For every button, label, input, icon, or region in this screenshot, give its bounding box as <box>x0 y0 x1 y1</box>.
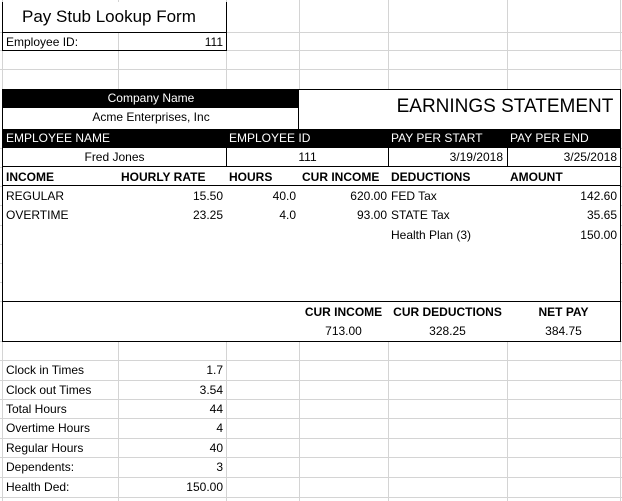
income-row-cur: 93.00 <box>356 208 387 222</box>
income-row-hours: 40.0 <box>272 189 296 203</box>
detail-value[interactable]: 44 <box>209 402 223 416</box>
col-amount: AMOUNT <box>510 170 563 184</box>
gridline <box>0 69 622 70</box>
total-cur-income-label: CUR INCOME <box>304 305 383 319</box>
income-row-cur: 620.00 <box>350 189 387 203</box>
detail-value[interactable]: 3.54 <box>199 383 223 397</box>
header-row-bg <box>3 129 620 148</box>
gridline <box>0 477 622 478</box>
detail-label: Clock out Times <box>6 383 92 397</box>
total-cur-deductions: 328.25 <box>429 324 466 338</box>
detail-label: Health Ded: <box>6 480 70 494</box>
gridline <box>0 399 622 400</box>
col-cur-income: CUR INCOME <box>302 170 380 184</box>
detail-value[interactable]: 1.7 <box>206 363 223 377</box>
net-pay: 384.75 <box>545 324 582 338</box>
pay-start-header: PAY PER START <box>391 131 483 145</box>
detail-value[interactable]: 4 <box>216 421 223 435</box>
border <box>2 32 227 33</box>
detail-label: Total Hours <box>6 402 67 416</box>
border <box>2 89 3 341</box>
net-pay-label: NET PAY <box>538 305 589 319</box>
employee-id-label: Employee ID: <box>6 35 79 49</box>
pay-start: 3/19/2018 <box>449 150 503 164</box>
border <box>2 185 621 186</box>
company-header: Company Name <box>107 91 195 105</box>
border <box>2 166 621 167</box>
deduction-row-label: STATE Tax <box>391 208 450 222</box>
col-income: INCOME <box>6 170 54 184</box>
detail-label: Clock in Times <box>6 363 85 377</box>
total-cur-deductions-label: CUR DEDUCTIONS <box>393 305 502 319</box>
deduction-row-label: Health Plan (3) <box>391 228 472 242</box>
gridline <box>0 438 622 439</box>
deduction-row-amount: 150.00 <box>580 228 617 242</box>
border <box>226 148 227 166</box>
company-name: Acme Enterprises, Inc <box>92 110 210 124</box>
pay-end-header: PAY PER END <box>510 131 589 145</box>
border <box>2 50 227 51</box>
deduction-row-label: FED Tax <box>391 189 437 203</box>
detail-label: Regular Hours <box>6 441 84 455</box>
gridline <box>0 418 622 419</box>
income-row-label: OVERTIME <box>6 208 69 222</box>
emp-name-header: EMPLOYEE NAME <box>6 131 111 145</box>
deduction-row-amount: 35.65 <box>586 208 617 222</box>
total-cur-income: 713.00 <box>325 324 362 338</box>
income-row-hours: 4.0 <box>279 208 296 222</box>
col-deductions: DEDUCTIONS <box>391 170 471 184</box>
pay-end: 3/25/2018 <box>563 150 617 164</box>
detail-value[interactable]: 40 <box>209 441 223 455</box>
border <box>299 89 620 90</box>
gridline <box>0 50 622 51</box>
detail-label: Overtime Hours <box>6 421 91 435</box>
income-row-label: REGULAR <box>6 189 65 203</box>
statement-title: EARNINGS STATEMENT <box>396 96 614 117</box>
gridline <box>0 32 622 33</box>
detail-value[interactable]: 3 <box>216 460 223 474</box>
form-title: Pay Stub Lookup Form <box>22 7 196 26</box>
border <box>2 341 621 342</box>
form-title-cell[interactable] <box>2 2 226 32</box>
detail-value[interactable]: 150.00 <box>186 480 223 494</box>
emp-name: Fred Jones <box>84 150 145 164</box>
detail-label: Dependents: <box>6 460 75 474</box>
employee-id-input[interactable]: 111 <box>204 35 223 49</box>
gridline <box>0 457 622 458</box>
border <box>620 89 621 341</box>
income-row-rate: 23.25 <box>192 208 223 222</box>
income-row-rate: 15.50 <box>192 189 223 203</box>
border <box>388 148 389 166</box>
border <box>507 148 508 166</box>
gridline <box>0 380 622 381</box>
col-hourly-rate: HOURLY RATE <box>121 170 206 184</box>
border <box>2 2 3 51</box>
gridline <box>0 360 622 361</box>
emp-id-header: EMPLOYEE ID <box>229 131 311 145</box>
emp-id: 111 <box>298 150 317 164</box>
border <box>226 2 227 51</box>
company-header-bg <box>3 89 299 108</box>
col-hours: HOURS <box>229 170 273 184</box>
deduction-row-amount: 142.60 <box>580 189 617 203</box>
border <box>298 89 299 129</box>
gridline <box>0 497 622 498</box>
border <box>2 301 621 302</box>
